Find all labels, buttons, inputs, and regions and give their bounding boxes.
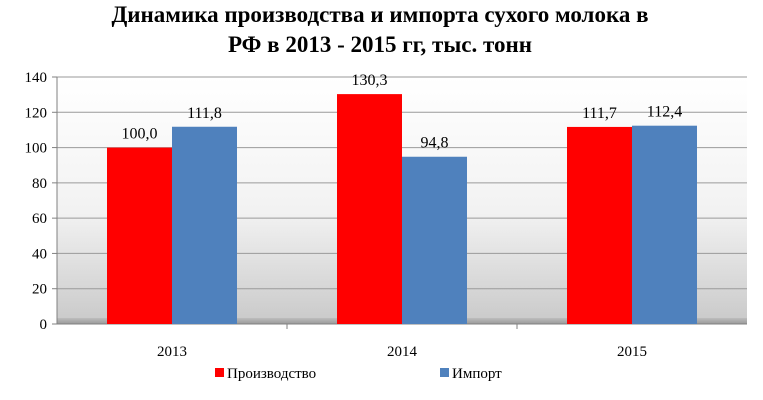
x-category-label: 2015 [617,344,647,360]
chart-title-line-1: Динамика производства и импорта сухого м… [111,2,648,27]
x-category-labels: 2013 2014 2015 [157,344,647,360]
bar-import-2014 [402,156,467,324]
legend-label-import: Импорт [452,366,502,382]
data-label-production-2015: 111,7 [582,105,617,122]
bar-production-2013 [107,147,172,324]
data-labels: 100,0 111,8 130,3 94,8 111,7 112,4 [122,72,683,152]
chart-title-line-2: РФ в 2013 - 2015 гг, тыс. тонн [228,32,532,57]
x-category-label: 2014 [387,344,418,360]
data-label-import-2013: 111,8 [187,105,222,122]
legend-swatch-import [440,368,449,377]
y-tick-label: 100 [25,141,48,157]
data-label-production-2014: 130,3 [352,72,388,89]
y-tick-label: 40 [32,246,47,262]
bar-import-2013 [172,126,237,324]
y-tick-label: 80 [32,176,47,192]
legend: Производство Импорт [215,366,502,382]
legend-swatch-production [215,368,224,377]
y-tick-label: 60 [32,211,47,227]
y-tick-label: 140 [25,70,48,86]
bars [107,94,697,325]
data-label-import-2015: 112,4 [647,104,682,121]
x-category-label: 2013 [157,344,187,360]
bar-production-2014 [337,94,402,324]
y-tick-label: 120 [25,105,48,121]
bar-production-2015 [567,126,632,324]
y-tick-label: 0 [40,317,48,333]
data-label-import-2014: 94,8 [421,135,449,152]
y-tick-label: 20 [32,282,47,298]
data-label-production-2013: 100,0 [122,126,158,143]
legend-label-production: Производство [227,366,316,382]
y-tick-labels: 0 20 40 60 80 100 120 140 [25,70,48,333]
bar-import-2015 [632,125,697,325]
